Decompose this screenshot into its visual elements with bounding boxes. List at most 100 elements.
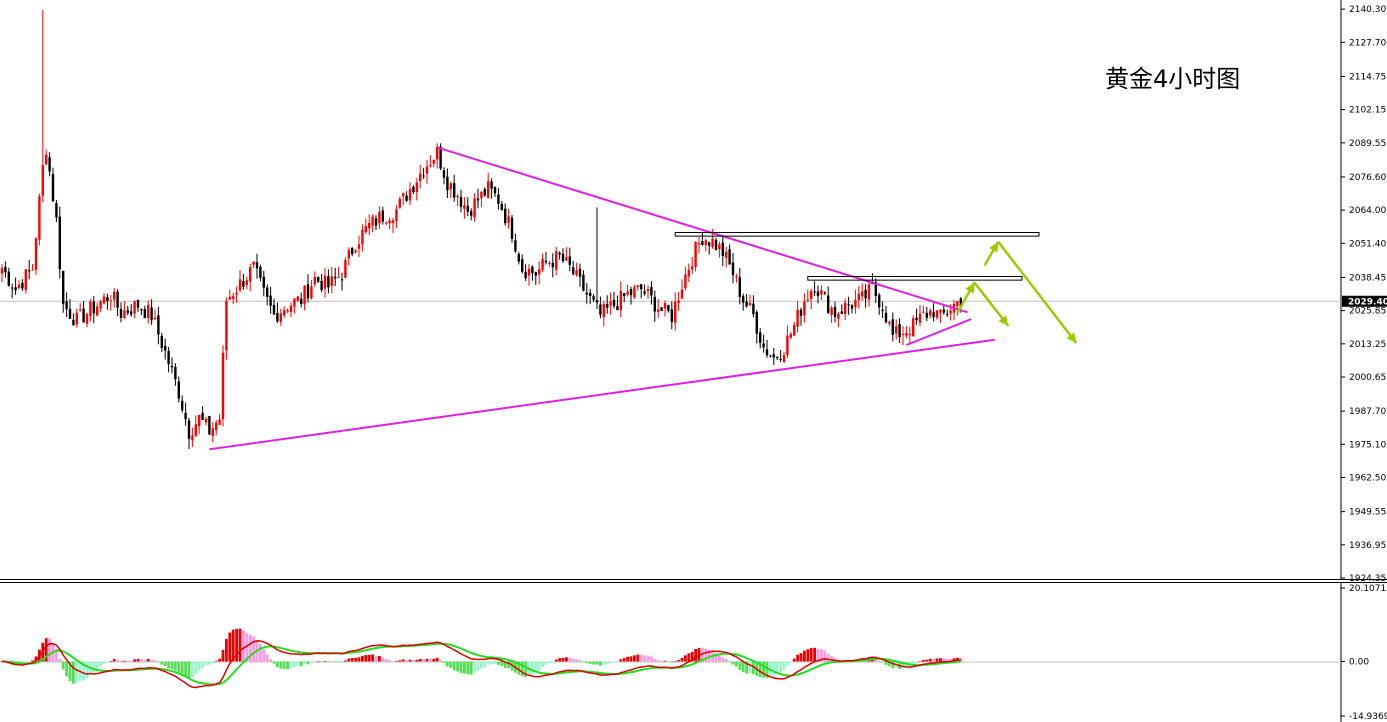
candle-body xyxy=(453,183,456,198)
candle-body xyxy=(521,259,524,272)
macd-histogram-bar xyxy=(531,661,534,675)
candle-body xyxy=(99,301,102,309)
macd-signal-line xyxy=(1,642,961,686)
macd-histogram-bar xyxy=(762,661,765,678)
candle-body xyxy=(72,319,75,326)
macd-histogram-bar xyxy=(187,661,191,678)
macd-histogram-bar xyxy=(786,661,789,666)
macd-histogram-bar xyxy=(877,660,881,662)
candle-body xyxy=(228,296,231,300)
macd-histogram-bar xyxy=(456,661,459,672)
candle-body xyxy=(48,157,51,172)
candle-body xyxy=(310,286,313,299)
price-tick-label: 2102.15 xyxy=(1349,106,1386,116)
candle-body xyxy=(174,366,177,380)
macd-histogram-bar xyxy=(537,661,541,671)
macd-histogram-bar xyxy=(738,661,742,670)
macd-histogram-bar xyxy=(163,661,167,667)
macd-histogram-bar xyxy=(228,632,232,662)
macd-histogram-bar xyxy=(469,661,473,675)
macd-histogram-bar xyxy=(265,654,269,662)
candle-body xyxy=(184,412,187,420)
candle-body xyxy=(51,174,55,201)
macd-histogram-bar xyxy=(245,633,249,662)
candle-body xyxy=(446,176,449,191)
candle-body xyxy=(371,216,374,226)
macd-histogram-bar xyxy=(687,653,691,662)
candle-body xyxy=(752,303,755,315)
macd-histogram-bar xyxy=(340,661,344,663)
macd-histogram-bar xyxy=(55,649,58,662)
candle-body xyxy=(436,146,439,160)
macd-histogram-bar xyxy=(384,659,388,662)
macd-histogram-bar xyxy=(211,661,215,663)
arrow-2-down xyxy=(997,240,1078,344)
macd-histogram-bar xyxy=(520,661,524,677)
candle-body xyxy=(238,279,242,291)
candle-body xyxy=(255,262,259,269)
macd-histogram-bar xyxy=(276,661,279,668)
candle-body xyxy=(674,301,677,323)
macd-histogram-bar xyxy=(354,657,357,662)
macd-histogram-bar xyxy=(316,661,320,662)
macd-histogram-bar xyxy=(65,661,68,677)
candle-body xyxy=(616,306,619,311)
candle-body xyxy=(126,310,129,313)
macd-histogram-bar xyxy=(95,661,99,670)
candle-body xyxy=(300,298,303,304)
candle-body xyxy=(796,309,799,327)
candle-body xyxy=(357,244,361,249)
candle-body xyxy=(381,210,384,222)
macd-histogram-bar xyxy=(177,661,181,673)
macd-histogram-bar xyxy=(320,661,323,662)
macd-histogram-bar xyxy=(27,661,31,662)
candle-body xyxy=(844,302,847,314)
candle-body xyxy=(548,262,551,264)
macd-histogram-bar xyxy=(106,661,109,663)
candle-body xyxy=(306,284,310,299)
candle-body xyxy=(806,299,809,301)
price-tick-label: 1949.55 xyxy=(1349,508,1386,518)
macd-histogram-bar xyxy=(602,661,606,665)
candle-body xyxy=(208,415,211,435)
candle-body xyxy=(157,315,160,335)
candle-body xyxy=(422,175,425,177)
macd-histogram-bar xyxy=(813,647,816,662)
macd-histogram-bar xyxy=(231,629,235,662)
candle-body xyxy=(225,300,228,351)
macd-histogram-bar xyxy=(371,654,374,662)
macd-histogram-bar xyxy=(191,661,194,677)
macd-histogram-bar xyxy=(486,661,490,665)
current-price-tag: 2029.40 xyxy=(1342,295,1387,307)
macd-histogram-bar xyxy=(571,658,575,662)
macd-histogram-bar xyxy=(735,661,738,667)
candle-body xyxy=(327,276,330,288)
macd-axis-labels: 20.1071 0.00 -14.9369 xyxy=(1341,584,1387,722)
macd-histogram-bar xyxy=(939,658,942,662)
candle-body xyxy=(0,268,4,274)
arrow-2-up-head xyxy=(989,241,999,253)
candle-body xyxy=(252,261,255,265)
macd-histogram-bar xyxy=(585,661,589,664)
candle-body xyxy=(691,266,694,270)
candle-body xyxy=(402,193,405,197)
macd-histogram-bar xyxy=(925,659,929,662)
candle-body xyxy=(609,301,612,306)
candle-body xyxy=(415,182,418,192)
candle-body xyxy=(303,285,306,304)
macd-histogram-bar xyxy=(133,659,136,662)
macd-histogram-bar xyxy=(140,659,143,662)
macd-histogram-bar xyxy=(463,661,466,674)
candle-body xyxy=(527,268,531,276)
candle-body xyxy=(850,305,854,309)
macd-histogram-bar xyxy=(68,661,72,682)
macd-histogram-bar xyxy=(99,661,102,667)
macd-histogram-bar xyxy=(92,661,96,673)
candle-body xyxy=(833,306,837,317)
candle-body xyxy=(385,222,388,224)
macd-histogram-bar xyxy=(344,660,347,662)
candle-body xyxy=(606,303,609,308)
candle-body xyxy=(823,292,826,294)
candle-body xyxy=(38,196,41,240)
candle-body xyxy=(432,159,435,164)
